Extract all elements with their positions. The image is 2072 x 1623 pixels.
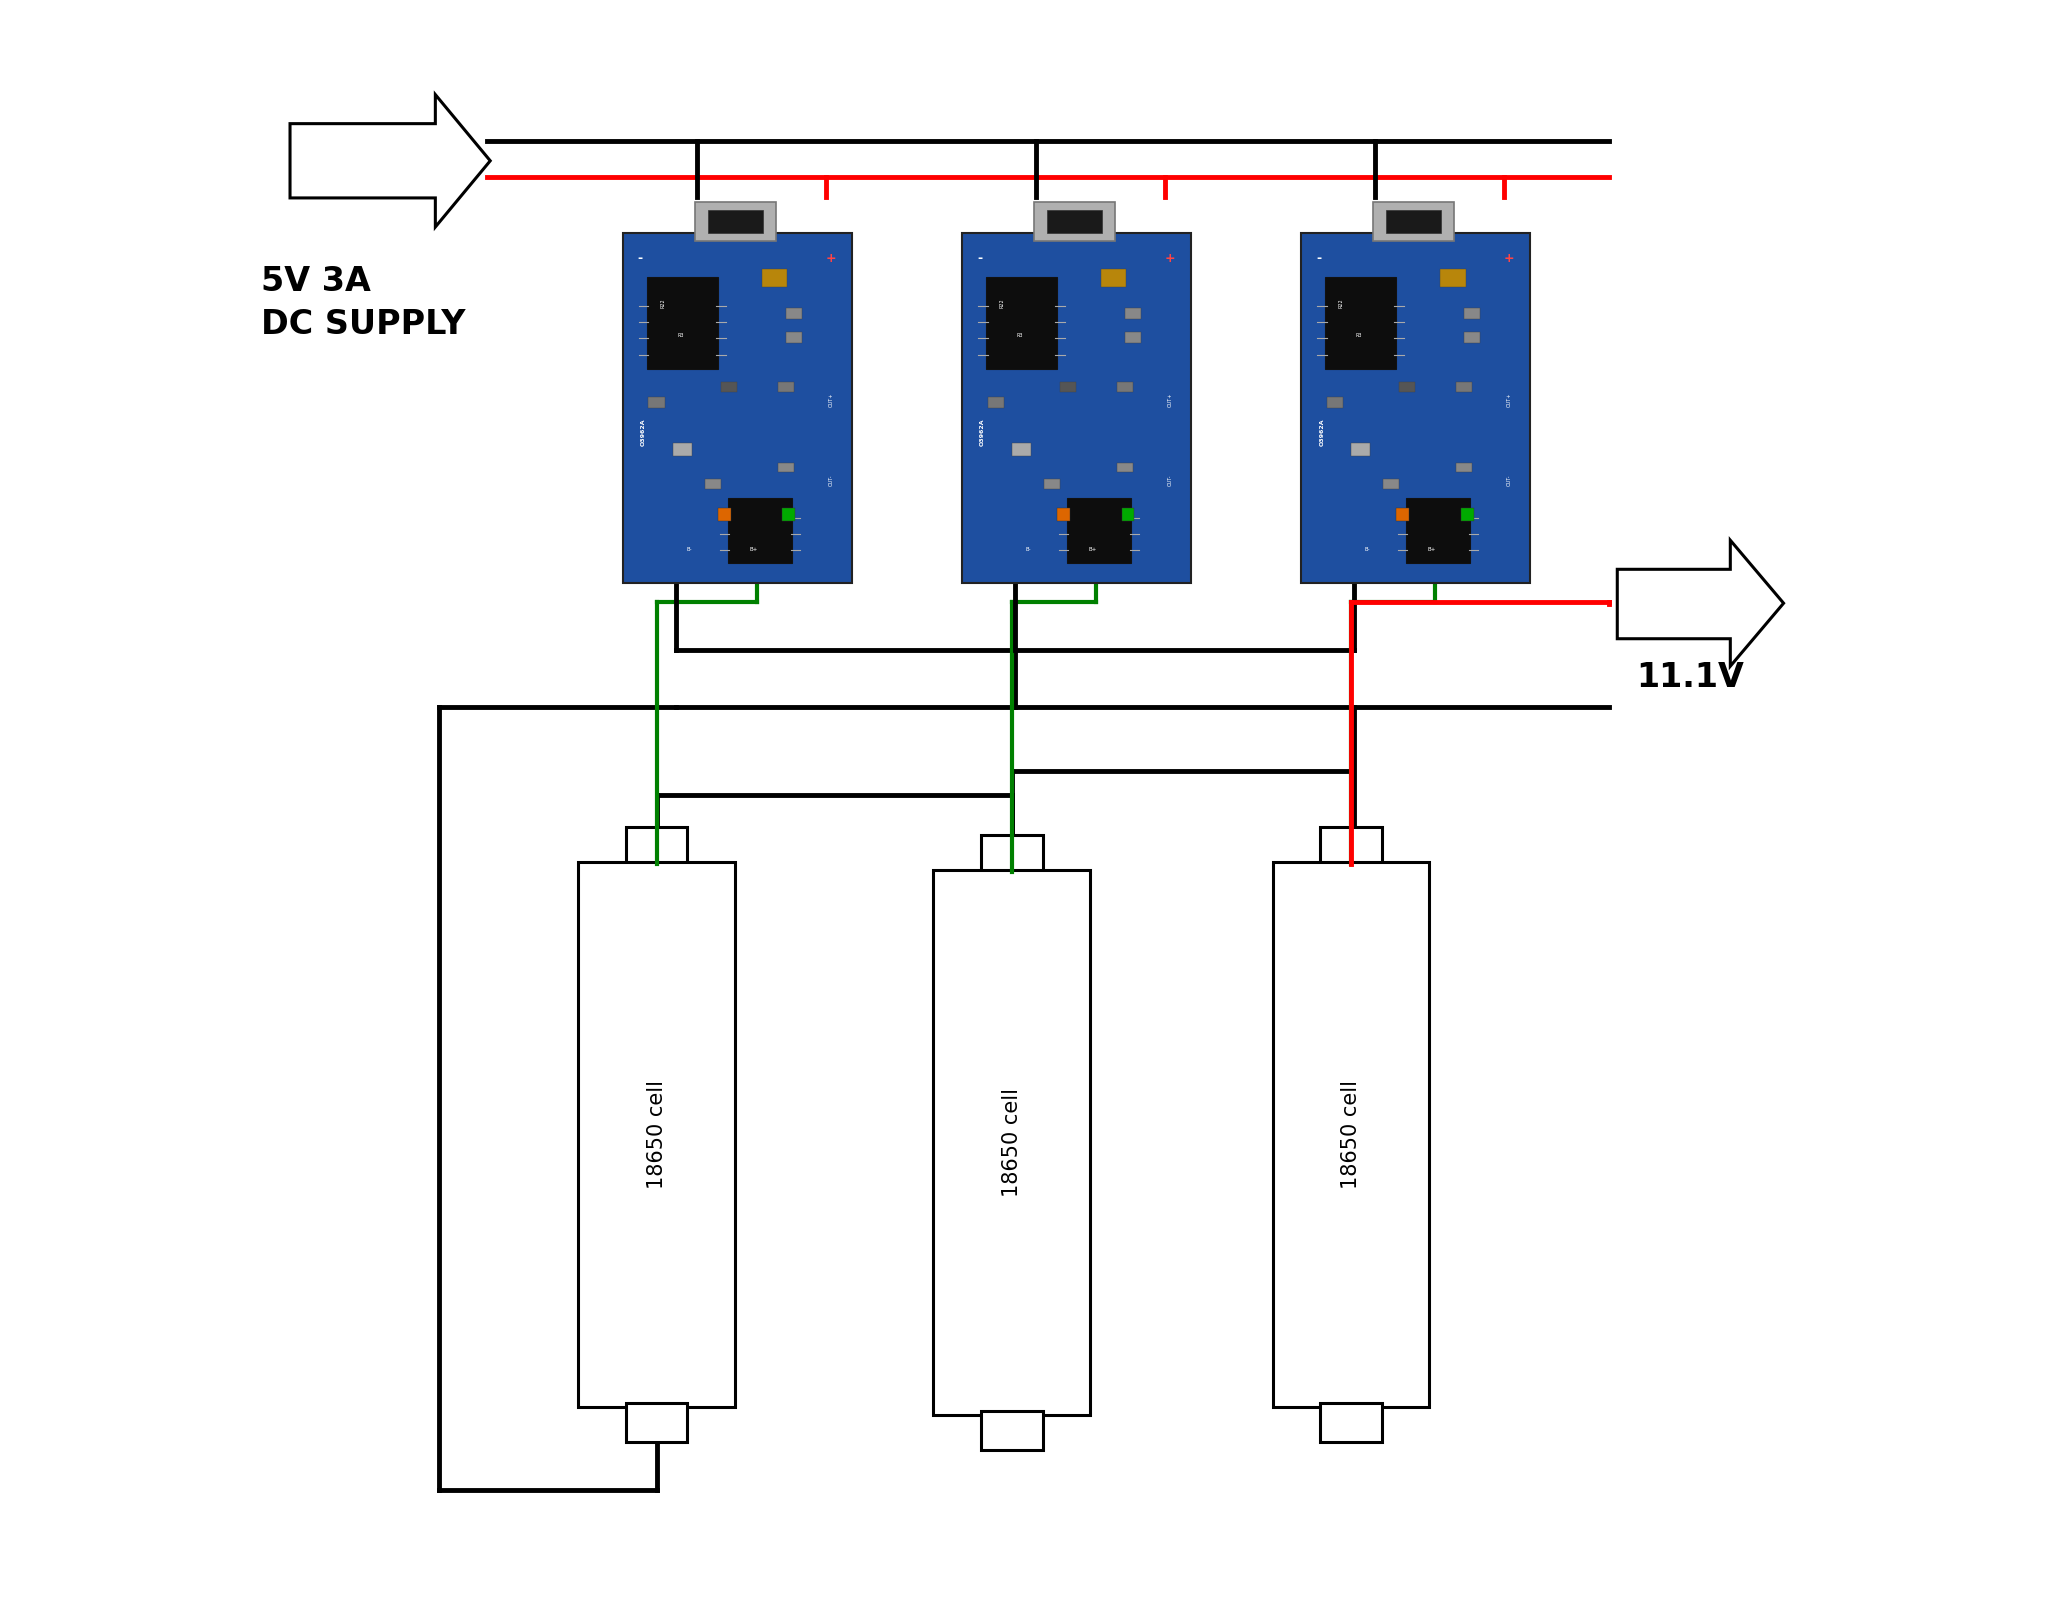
FancyBboxPatch shape bbox=[1320, 1404, 1382, 1441]
FancyBboxPatch shape bbox=[1351, 443, 1370, 456]
Text: OUT+: OUT+ bbox=[829, 393, 833, 407]
FancyBboxPatch shape bbox=[1374, 201, 1455, 240]
Polygon shape bbox=[290, 94, 491, 227]
Text: -: - bbox=[976, 252, 982, 265]
FancyBboxPatch shape bbox=[1384, 479, 1399, 489]
FancyBboxPatch shape bbox=[578, 862, 736, 1407]
FancyBboxPatch shape bbox=[1067, 498, 1131, 563]
FancyBboxPatch shape bbox=[1057, 508, 1069, 521]
Text: B+: B+ bbox=[1088, 547, 1096, 552]
FancyBboxPatch shape bbox=[1125, 308, 1142, 320]
FancyBboxPatch shape bbox=[673, 443, 692, 456]
FancyBboxPatch shape bbox=[721, 381, 738, 391]
Text: O3962A: O3962A bbox=[640, 419, 646, 446]
Text: OUT+: OUT+ bbox=[1506, 393, 1513, 407]
Text: +: + bbox=[1164, 252, 1175, 265]
Text: OUT+: OUT+ bbox=[1167, 393, 1173, 407]
FancyBboxPatch shape bbox=[980, 1412, 1042, 1449]
FancyBboxPatch shape bbox=[785, 308, 802, 320]
Text: +: + bbox=[1504, 252, 1515, 265]
FancyBboxPatch shape bbox=[1046, 209, 1102, 232]
FancyBboxPatch shape bbox=[1117, 381, 1133, 391]
FancyBboxPatch shape bbox=[1457, 463, 1471, 472]
Text: 11.1V: 11.1V bbox=[1637, 661, 1745, 695]
Text: R22: R22 bbox=[661, 299, 665, 308]
FancyBboxPatch shape bbox=[762, 269, 787, 287]
Text: B-: B- bbox=[1026, 547, 1030, 552]
Text: 18650 cell: 18650 cell bbox=[1001, 1087, 1021, 1198]
FancyBboxPatch shape bbox=[1272, 862, 1430, 1407]
Text: B+: B+ bbox=[1428, 547, 1436, 552]
Text: 18650 cell: 18650 cell bbox=[1341, 1079, 1361, 1190]
FancyBboxPatch shape bbox=[934, 870, 1090, 1415]
FancyBboxPatch shape bbox=[1100, 269, 1127, 287]
FancyBboxPatch shape bbox=[727, 498, 792, 563]
FancyBboxPatch shape bbox=[777, 463, 794, 472]
FancyBboxPatch shape bbox=[1117, 463, 1133, 472]
FancyBboxPatch shape bbox=[1405, 498, 1471, 563]
FancyBboxPatch shape bbox=[626, 1404, 688, 1441]
Text: O3962A: O3962A bbox=[1320, 419, 1324, 446]
FancyBboxPatch shape bbox=[649, 396, 665, 407]
Text: R22: R22 bbox=[1339, 299, 1343, 308]
FancyBboxPatch shape bbox=[1061, 381, 1075, 391]
Text: R22: R22 bbox=[999, 299, 1005, 308]
FancyBboxPatch shape bbox=[709, 209, 762, 232]
Polygon shape bbox=[1618, 540, 1784, 665]
FancyBboxPatch shape bbox=[1034, 201, 1115, 240]
FancyBboxPatch shape bbox=[1044, 479, 1061, 489]
FancyBboxPatch shape bbox=[1461, 508, 1473, 521]
FancyBboxPatch shape bbox=[785, 333, 802, 342]
Text: B-: B- bbox=[1363, 547, 1370, 552]
FancyBboxPatch shape bbox=[1125, 333, 1142, 342]
FancyBboxPatch shape bbox=[1011, 443, 1032, 456]
FancyBboxPatch shape bbox=[1397, 508, 1409, 521]
FancyBboxPatch shape bbox=[704, 479, 721, 489]
FancyBboxPatch shape bbox=[1465, 308, 1479, 320]
Text: 5V 3A
DC SUPPLY: 5V 3A DC SUPPLY bbox=[261, 265, 466, 341]
Text: O3962A: O3962A bbox=[980, 419, 984, 446]
FancyBboxPatch shape bbox=[1301, 232, 1529, 583]
Text: R3: R3 bbox=[1017, 333, 1024, 338]
Text: R3: R3 bbox=[1355, 333, 1361, 338]
Text: +: + bbox=[825, 252, 837, 265]
Text: OUT-: OUT- bbox=[1506, 476, 1513, 487]
Text: B+: B+ bbox=[750, 547, 758, 552]
FancyBboxPatch shape bbox=[961, 232, 1191, 583]
FancyBboxPatch shape bbox=[1320, 826, 1382, 865]
FancyBboxPatch shape bbox=[1324, 278, 1397, 368]
FancyBboxPatch shape bbox=[1386, 209, 1442, 232]
Text: R3: R3 bbox=[678, 333, 684, 338]
FancyBboxPatch shape bbox=[1326, 396, 1343, 407]
FancyBboxPatch shape bbox=[777, 381, 794, 391]
Text: OUT-: OUT- bbox=[1167, 476, 1173, 487]
FancyBboxPatch shape bbox=[1440, 269, 1465, 287]
FancyBboxPatch shape bbox=[1457, 381, 1471, 391]
FancyBboxPatch shape bbox=[646, 278, 717, 368]
Text: 18650 cell: 18650 cell bbox=[646, 1079, 667, 1190]
FancyBboxPatch shape bbox=[988, 396, 1003, 407]
FancyBboxPatch shape bbox=[980, 834, 1042, 873]
FancyBboxPatch shape bbox=[717, 508, 731, 521]
FancyBboxPatch shape bbox=[626, 826, 688, 865]
FancyBboxPatch shape bbox=[986, 278, 1057, 368]
FancyBboxPatch shape bbox=[1465, 333, 1479, 342]
FancyBboxPatch shape bbox=[624, 232, 852, 583]
Text: -: - bbox=[638, 252, 642, 265]
FancyBboxPatch shape bbox=[783, 508, 796, 521]
FancyBboxPatch shape bbox=[1399, 381, 1415, 391]
FancyBboxPatch shape bbox=[1121, 508, 1135, 521]
FancyBboxPatch shape bbox=[696, 201, 777, 240]
Text: B-: B- bbox=[686, 547, 692, 552]
Text: -: - bbox=[1316, 252, 1322, 265]
Text: OUT-: OUT- bbox=[829, 476, 833, 487]
